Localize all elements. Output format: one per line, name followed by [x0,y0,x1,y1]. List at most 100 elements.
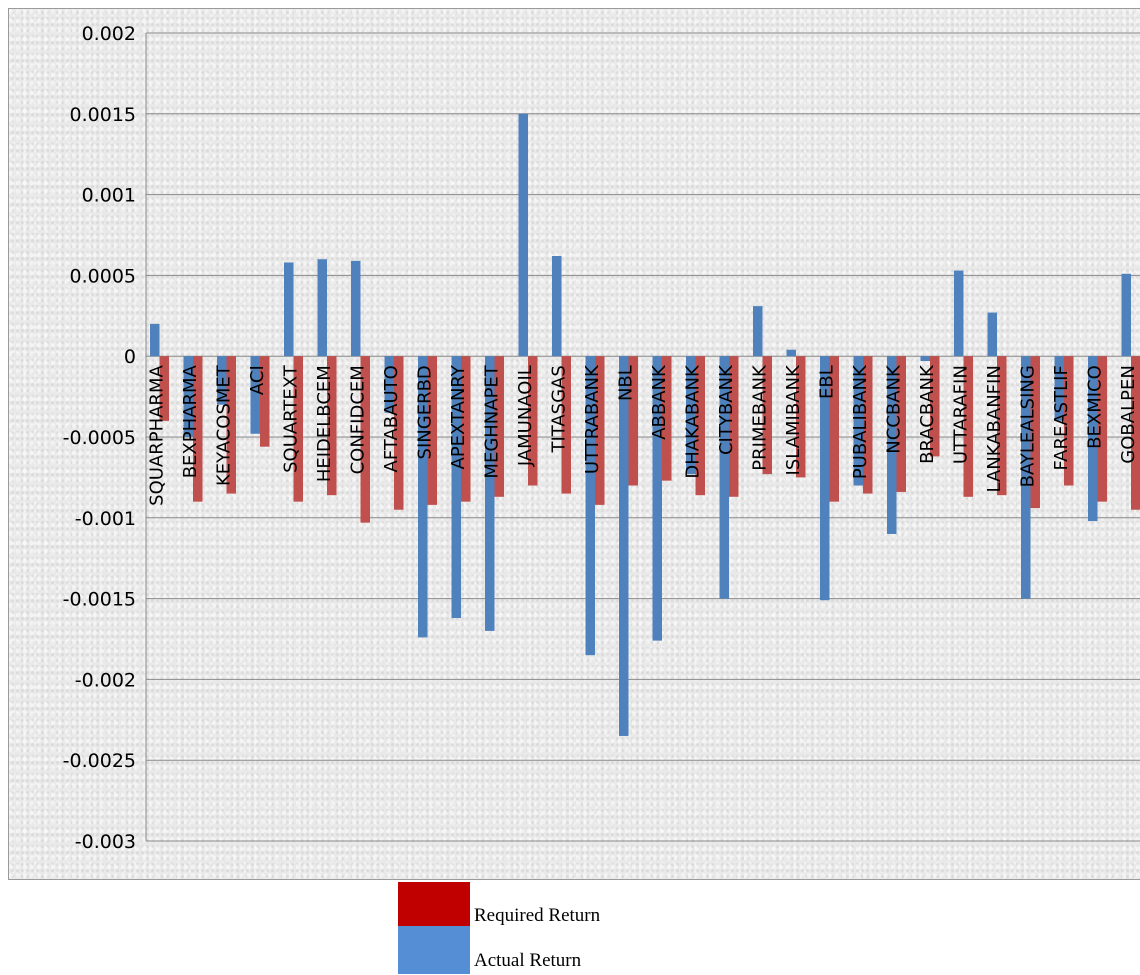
bar-required-return [896,356,906,492]
bar-required-return [561,356,571,494]
x-category-label: UTTARAFIN [951,365,972,464]
bar-required-return [595,356,605,505]
x-category-label: BAYLEALSING [1018,365,1039,487]
bar-actual-return [887,356,897,534]
x-category-label: TITASGAS [549,365,570,453]
bar-actual-return [451,356,461,618]
legend: Required Return Actual Return [398,882,758,975]
bar-actual-return [552,256,562,357]
x-category-label: PUBALIBANK [850,364,871,479]
bar-actual-return [150,323,160,357]
bar-required-return [997,356,1007,496]
legend-item-required-return: Required Return [398,882,758,926]
bar-actual-return [619,356,629,736]
x-category-label: KEYACOSMET [214,364,235,486]
bar-actual-return [954,270,964,357]
y-tick-label: 0.001 [82,185,136,207]
bar-actual-return [1121,273,1131,357]
x-category-label: NCCBANK [884,364,905,454]
x-category-label: ABBANK [649,364,670,440]
bar-actual-return [820,356,830,601]
bar-required-return [159,356,169,421]
bar-actual-return [1088,356,1098,522]
y-tick-label: 0.002 [82,23,136,45]
bar-required-return [729,356,739,497]
y-tick-label: 0.0005 [70,265,136,287]
x-category-label: LANKABANFIN [984,365,1005,492]
bar-required-return [1131,356,1140,510]
bar-required-return [494,356,504,497]
bar-required-return [662,356,672,481]
chart-area: 0.002 0.0015 0.001 0.0005 0 -0.0005 -0.001 -0.0… [8,8,1140,880]
bar-actual-return [853,356,863,486]
x-category-label: BEXPHARMA [180,365,201,479]
legend-label-actual-return: Actual Return [474,950,582,971]
bar-actual-return [1054,356,1064,421]
legend-item-actual-return: Actual Return [398,926,758,974]
bar-required-return [394,356,404,510]
x-category-label: ISLAMIBANK [783,364,804,475]
chart-plot: 0.002 0.0015 0.001 0.0005 0 -0.0005 -0.001 -0.0… [63,23,1140,853]
x-category-label: AFTABAUTO [381,365,402,472]
bar-actual-return [418,356,428,638]
x-category-label: UTTRABANK [582,364,603,474]
bar-required-return [829,356,839,502]
x-category-label: HEIDELBCEM [314,365,335,482]
bar-actual-return [686,356,696,475]
bar-required-return [293,356,303,502]
bar-actual-return [786,349,796,357]
bar-required-return [628,356,638,486]
bar-actual-return [183,356,193,437]
x-category-label: SINGERBD [415,365,436,459]
bar-required-return [193,356,203,502]
x-category-label: FAREASTLIF [1051,365,1072,470]
legend-swatch-actual-return [398,926,470,974]
x-category-label: DHAKABANK [683,364,704,479]
x-category-label: MEGHNAPET [482,364,503,478]
bar-required-return [863,356,873,494]
x-category-label: EBL [817,365,838,399]
bar-required-return [1097,356,1107,502]
x-category-label: APEXTANRY [448,364,469,469]
bar-required-return [762,356,772,475]
bar-required-return [528,356,538,486]
x-category-label: JAMUNAOIL [515,365,536,467]
bar-actual-return [1021,356,1031,599]
y-tick-label: -0.0015 [63,589,136,611]
y-tick-label: -0.003 [75,831,136,853]
bar-required-return [930,356,940,457]
bar-actual-return [217,356,227,405]
bar-required-return [427,356,437,505]
y-tick-label: -0.002 [75,669,136,691]
bar-actual-return [384,356,394,413]
bar-actual-return [652,356,662,641]
legend-swatch-required-return [398,882,470,926]
x-category-label: CITYBANK [716,364,737,455]
x-category-label: NBL [616,365,637,401]
x-category-label: SQUARPHARMA [147,365,168,506]
bar-actual-return [351,260,361,357]
bar-actual-return [585,356,595,656]
bar-actual-return [518,113,528,357]
y-tick-label: 0.0015 [70,104,136,126]
y-tick-label: -0.0025 [63,750,136,772]
x-category-label: BRACBANK [917,364,938,464]
x-category-label: CONFIDCEM [348,365,369,474]
bar-required-return [796,356,806,478]
bar-required-return [260,356,270,447]
bar-actual-return [719,356,729,599]
bar-required-return [1030,356,1040,509]
bar-required-return [327,356,337,496]
x-category-label: ACI [247,365,268,395]
legend-label-required-return: Required Return [474,905,601,926]
bar-actual-return [317,259,327,357]
x-category-label: SQUARTEXT [281,364,302,473]
bar-required-return [963,356,973,497]
bar-required-return [1064,356,1074,486]
bar-actual-return [753,306,763,357]
x-category-label: PRIMEBANK [750,364,771,471]
bar-actual-return [250,356,260,434]
x-category-label: GOBALPEN [1118,365,1139,464]
bar-actual-return [284,262,294,357]
y-tick-label: -0.001 [75,508,136,530]
